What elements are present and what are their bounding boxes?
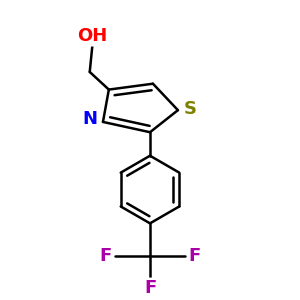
- Text: F: F: [99, 247, 111, 265]
- Text: OH: OH: [77, 27, 108, 45]
- Text: F: F: [144, 279, 156, 297]
- Text: F: F: [189, 247, 201, 265]
- Text: S: S: [184, 100, 197, 118]
- Text: N: N: [82, 110, 97, 128]
